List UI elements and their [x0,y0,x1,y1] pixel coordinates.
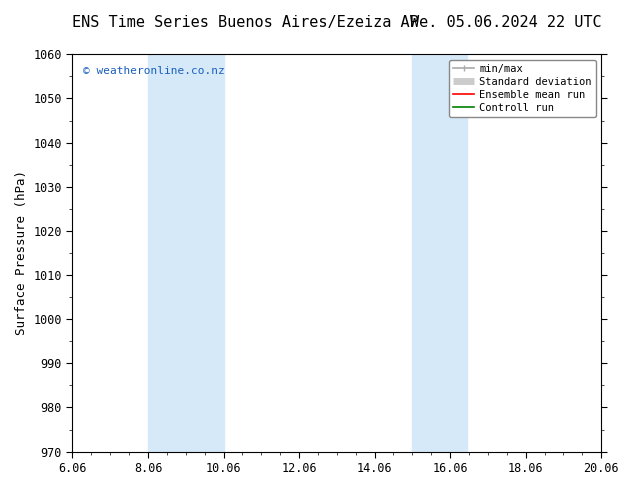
Text: We. 05.06.2024 22 UTC: We. 05.06.2024 22 UTC [410,15,601,30]
Bar [412,54,467,452]
Bar [148,54,224,452]
Text: © weatheronline.co.nz: © weatheronline.co.nz [83,66,225,76]
Text: ENS Time Series Buenos Aires/Ezeiza AP: ENS Time Series Buenos Aires/Ezeiza AP [72,15,419,30]
Legend: min/max, Standard deviation, Ensemble mean run, Controll run: min/max, Standard deviation, Ensemble me… [449,59,596,117]
Y-axis label: Surface Pressure (hPa): Surface Pressure (hPa) [15,171,28,336]
